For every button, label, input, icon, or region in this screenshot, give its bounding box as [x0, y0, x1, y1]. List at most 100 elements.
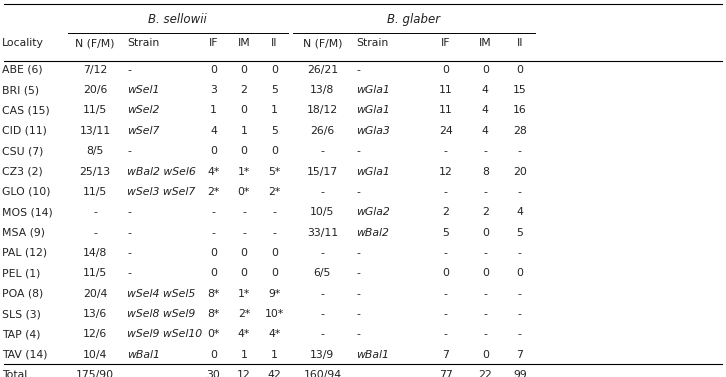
- Text: 8: 8: [482, 167, 489, 176]
- Text: 1: 1: [240, 350, 248, 360]
- Text: 4*: 4*: [238, 329, 250, 339]
- Text: -: -: [93, 228, 97, 238]
- Text: 14/8: 14/8: [83, 248, 107, 258]
- Text: wSel2: wSel2: [127, 106, 160, 115]
- Text: -: -: [484, 187, 487, 197]
- Text: 77: 77: [439, 370, 452, 377]
- Text: 5*: 5*: [269, 167, 280, 176]
- Text: 1*: 1*: [238, 167, 250, 176]
- Text: -: -: [320, 289, 325, 299]
- Text: CID (11): CID (11): [2, 126, 47, 136]
- Text: 9*: 9*: [269, 289, 280, 299]
- Text: -: -: [356, 248, 360, 258]
- Text: -: -: [518, 248, 522, 258]
- Text: wBal2: wBal2: [356, 228, 389, 238]
- Text: wSel7: wSel7: [127, 126, 160, 136]
- Text: 0: 0: [210, 248, 217, 258]
- Text: 22: 22: [478, 370, 492, 377]
- Text: IM: IM: [479, 38, 492, 49]
- Text: IM: IM: [237, 38, 250, 49]
- Text: -: -: [320, 329, 325, 339]
- Text: 11/5: 11/5: [83, 106, 107, 115]
- Text: 0: 0: [482, 65, 489, 75]
- Text: -: -: [444, 146, 448, 156]
- Text: -: -: [320, 248, 325, 258]
- Text: -: -: [320, 309, 325, 319]
- Text: 0*: 0*: [207, 329, 220, 339]
- Text: -: -: [127, 268, 131, 278]
- Text: -: -: [356, 309, 360, 319]
- Text: -: -: [272, 207, 277, 217]
- Text: -: -: [320, 146, 325, 156]
- Text: CZ3 (2): CZ3 (2): [2, 167, 43, 176]
- Text: -: -: [356, 329, 360, 339]
- Text: wSel8 wSel9: wSel8 wSel9: [127, 309, 195, 319]
- Text: wSel1: wSel1: [127, 85, 160, 95]
- Text: wBal1: wBal1: [127, 350, 160, 360]
- Text: -: -: [518, 329, 522, 339]
- Text: 0: 0: [516, 65, 523, 75]
- Text: POA (8): POA (8): [2, 289, 44, 299]
- Text: GLO (10): GLO (10): [2, 187, 51, 197]
- Text: 0: 0: [240, 65, 248, 75]
- Text: -: -: [356, 65, 360, 75]
- Text: -: -: [484, 248, 487, 258]
- Text: wGla1: wGla1: [356, 167, 390, 176]
- Text: 25/13: 25/13: [80, 167, 110, 176]
- Text: -: -: [518, 289, 522, 299]
- Text: -: -: [127, 228, 131, 238]
- Text: -: -: [272, 228, 277, 238]
- Text: -: -: [242, 228, 246, 238]
- Text: 0: 0: [271, 248, 278, 258]
- Text: 0: 0: [240, 248, 248, 258]
- Text: 13/11: 13/11: [80, 126, 110, 136]
- Text: 0: 0: [210, 350, 217, 360]
- Text: -: -: [127, 65, 131, 75]
- Text: 2: 2: [482, 207, 489, 217]
- Text: 2*: 2*: [238, 309, 250, 319]
- Text: 12/6: 12/6: [83, 329, 107, 339]
- Text: 7: 7: [442, 350, 449, 360]
- Text: 1*: 1*: [238, 289, 250, 299]
- Text: II: II: [272, 38, 277, 49]
- Text: 175/90: 175/90: [76, 370, 114, 377]
- Text: CAS (15): CAS (15): [2, 106, 50, 115]
- Text: 0: 0: [482, 350, 489, 360]
- Text: 20/6: 20/6: [83, 85, 107, 95]
- Text: MOS (14): MOS (14): [2, 207, 53, 217]
- Text: 5: 5: [271, 126, 278, 136]
- Text: 5: 5: [442, 228, 449, 238]
- Text: 8*: 8*: [208, 289, 219, 299]
- Text: PEL (1): PEL (1): [2, 268, 41, 278]
- Text: 0: 0: [482, 228, 489, 238]
- Text: 0: 0: [210, 65, 217, 75]
- Text: Total: Total: [2, 370, 28, 377]
- Text: Locality: Locality: [2, 38, 44, 49]
- Text: IF: IF: [441, 38, 451, 49]
- Text: -: -: [484, 329, 487, 339]
- Text: IF: IF: [208, 38, 219, 49]
- Text: 4: 4: [482, 106, 489, 115]
- Text: -: -: [444, 187, 448, 197]
- Text: 0: 0: [516, 268, 523, 278]
- Text: 0: 0: [240, 106, 248, 115]
- Text: 1: 1: [271, 350, 278, 360]
- Text: 5: 5: [271, 85, 278, 95]
- Text: 0: 0: [271, 268, 278, 278]
- Text: -: -: [356, 187, 360, 197]
- Text: MSA (9): MSA (9): [2, 228, 45, 238]
- Text: -: -: [484, 289, 487, 299]
- Text: 7/12: 7/12: [83, 65, 107, 75]
- Text: 6/5: 6/5: [314, 268, 331, 278]
- Text: 0: 0: [210, 268, 217, 278]
- Text: 18/12: 18/12: [307, 106, 338, 115]
- Text: 160/94: 160/94: [303, 370, 341, 377]
- Text: wGla1: wGla1: [356, 85, 390, 95]
- Text: -: -: [444, 329, 448, 339]
- Text: 4: 4: [482, 85, 489, 95]
- Text: 1: 1: [240, 126, 248, 136]
- Text: 26/21: 26/21: [307, 65, 338, 75]
- Text: 2: 2: [442, 207, 449, 217]
- Text: SLS (3): SLS (3): [2, 309, 41, 319]
- Text: -: -: [484, 309, 487, 319]
